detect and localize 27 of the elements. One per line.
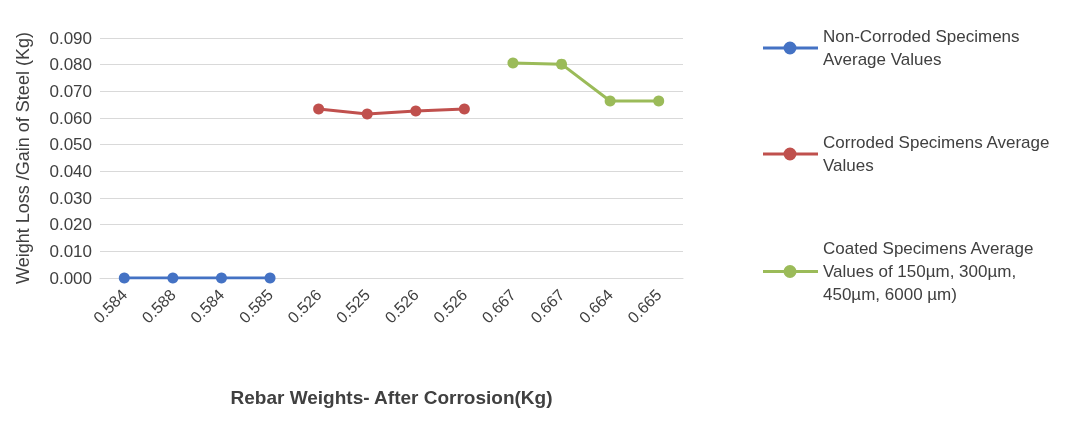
point (167, 272, 179, 284)
point (410, 105, 422, 117)
point (653, 95, 665, 107)
y-tick-label: 0.030 (49, 188, 92, 208)
point (361, 108, 373, 120)
y-tick-label: 0.090 (49, 28, 92, 48)
y-tick-label: 0.040 (49, 161, 92, 181)
y-tick-label: 0.050 (49, 135, 92, 155)
point (215, 272, 227, 284)
y-tick-label: 0.000 (49, 268, 92, 288)
point (458, 103, 470, 115)
y-axis-title: Weight Loss /Gain of Steel (Kg) (13, 32, 33, 284)
point (264, 272, 276, 284)
point (507, 57, 519, 69)
legend-label: Corroded Specimens Average Values (823, 133, 1055, 175)
point (118, 272, 130, 284)
x-axis-title: Rebar Weights- After Corrosion(Kg) (230, 387, 553, 408)
point (313, 103, 325, 115)
y-tick-label: 0.020 (49, 215, 92, 235)
y-tick-label: 0.060 (49, 108, 92, 128)
legend-label: Non-Corroded Specimens Average Values (823, 27, 1025, 69)
point (604, 95, 616, 107)
y-tick-label: 0.080 (49, 55, 92, 75)
point (556, 58, 568, 70)
y-tick-label: 0.010 (49, 241, 92, 261)
y-tick-label: 0.070 (49, 81, 92, 101)
legend-label: Coated Specimens Average Values of 150µm, 300µm, 450µm, 6000 µm) (823, 239, 1039, 304)
